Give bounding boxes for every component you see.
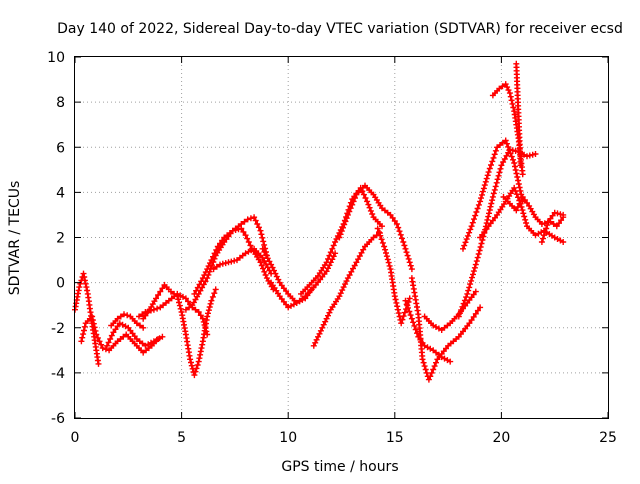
data-point-markers: [104, 320, 166, 349]
data-point-markers: [140, 281, 172, 322]
data-point-markers: [167, 286, 219, 379]
y-axis-label: SDTVAR / TECUs: [7, 181, 23, 296]
data-point-markers: [513, 60, 524, 169]
series-track-2: [78, 313, 162, 356]
data-point-markers: [191, 214, 270, 297]
series-track-14: [310, 230, 383, 349]
series-line: [261, 247, 313, 304]
y-tick-label: 6: [56, 140, 65, 156]
data-point-markers: [210, 245, 275, 277]
data-series: [72, 60, 567, 383]
series-track-15: [336, 182, 415, 273]
data-point-markers: [336, 182, 415, 273]
chart-title: Day 140 of 2022, Sidereal Day-to-day VTE…: [57, 21, 623, 37]
series-track-18: [408, 275, 484, 383]
series-track-21: [460, 137, 526, 252]
series-track-17: [402, 297, 454, 365]
series-track-4: [108, 311, 147, 331]
y-tick-label: -2: [51, 321, 65, 337]
data-point-markers: [538, 209, 567, 245]
x-tick-label: 10: [279, 430, 297, 446]
x-tick-label: 5: [177, 430, 186, 446]
data-point-markers: [78, 313, 162, 356]
series-track-25: [538, 209, 567, 245]
y-tick-label: 10: [47, 50, 65, 66]
data-point-markers: [108, 311, 147, 331]
data-point-markers: [268, 250, 339, 311]
y-tick-label: -6: [51, 411, 65, 427]
series-track-16: [374, 225, 413, 327]
x-tick-label: 20: [492, 430, 510, 446]
series-track-10: [210, 245, 275, 277]
series-line: [312, 231, 381, 347]
ticks: 0 5 10 15 20 25 -6 -4 -2 0 2 4 6 8 10: [47, 50, 617, 446]
y-tick-label: 8: [56, 95, 65, 111]
x-tick-label: 15: [386, 430, 404, 446]
data-point-markers: [374, 225, 413, 327]
series-track-7: [167, 286, 219, 379]
series-track-24: [500, 193, 567, 230]
y-tick-label: -4: [51, 366, 65, 382]
series-track-9: [191, 214, 270, 297]
y-tick-label: 4: [56, 185, 65, 201]
data-point-markers: [460, 137, 526, 252]
data-point-markers: [72, 270, 102, 367]
data-point-markers: [477, 184, 567, 245]
series-track-1: [72, 270, 102, 367]
data-point-markers: [408, 275, 484, 383]
series-track-3: [104, 320, 166, 349]
data-point-markers: [402, 297, 454, 365]
y-tick-label: 0: [56, 276, 65, 292]
y-tick-label: 2: [56, 231, 65, 247]
x-axis-label: GPS time / hours: [281, 459, 398, 475]
x-tick-label: 25: [599, 430, 617, 446]
series-track-12: [268, 250, 339, 311]
series-track-26: [513, 60, 524, 169]
data-point-markers: [310, 230, 383, 349]
plot-frame: [74, 56, 609, 419]
x-tick-label: 0: [71, 430, 80, 446]
